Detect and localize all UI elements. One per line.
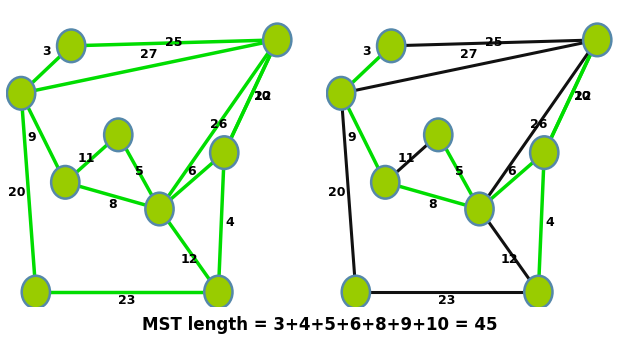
- Ellipse shape: [371, 166, 399, 198]
- Text: 26: 26: [210, 118, 227, 131]
- Ellipse shape: [327, 77, 355, 109]
- Text: 22: 22: [254, 90, 271, 103]
- Ellipse shape: [104, 119, 132, 151]
- Ellipse shape: [530, 136, 558, 169]
- Text: 6: 6: [508, 165, 516, 178]
- Text: 8: 8: [108, 198, 116, 211]
- Text: 23: 23: [438, 295, 456, 308]
- Text: 12: 12: [180, 253, 198, 266]
- Text: 10: 10: [254, 90, 271, 103]
- Ellipse shape: [57, 30, 85, 62]
- Ellipse shape: [377, 30, 405, 62]
- Ellipse shape: [263, 24, 291, 56]
- Text: 25: 25: [166, 36, 183, 49]
- Text: 4: 4: [226, 216, 234, 229]
- Text: 9: 9: [27, 131, 36, 144]
- Ellipse shape: [22, 276, 50, 308]
- Ellipse shape: [210, 136, 238, 169]
- Ellipse shape: [342, 276, 370, 308]
- Text: 10: 10: [574, 90, 591, 103]
- Text: 5: 5: [134, 165, 143, 178]
- Text: 23: 23: [118, 295, 136, 308]
- Ellipse shape: [424, 119, 452, 151]
- Text: 25: 25: [486, 36, 503, 49]
- Ellipse shape: [204, 276, 232, 308]
- Text: 22: 22: [574, 90, 591, 103]
- Text: 4: 4: [546, 216, 554, 229]
- Text: 20: 20: [328, 186, 346, 199]
- Text: 6: 6: [188, 165, 196, 178]
- Ellipse shape: [524, 276, 552, 308]
- Text: 27: 27: [460, 48, 478, 61]
- Ellipse shape: [145, 193, 173, 225]
- Text: 5: 5: [454, 165, 463, 178]
- Text: 8: 8: [428, 198, 436, 211]
- Text: 9: 9: [347, 131, 356, 144]
- Text: 11: 11: [397, 152, 415, 165]
- Text: 12: 12: [500, 253, 518, 266]
- Text: MST length = 3+4+5+6+8+9+10 = 45: MST length = 3+4+5+6+8+9+10 = 45: [142, 316, 498, 334]
- Text: 20: 20: [8, 186, 26, 199]
- Text: 3: 3: [42, 45, 51, 58]
- Ellipse shape: [465, 193, 493, 225]
- Ellipse shape: [583, 24, 611, 56]
- Text: 3: 3: [362, 45, 371, 58]
- Ellipse shape: [51, 166, 79, 198]
- Text: 27: 27: [140, 48, 158, 61]
- Text: 11: 11: [77, 152, 95, 165]
- Ellipse shape: [7, 77, 35, 109]
- Text: 26: 26: [530, 118, 547, 131]
